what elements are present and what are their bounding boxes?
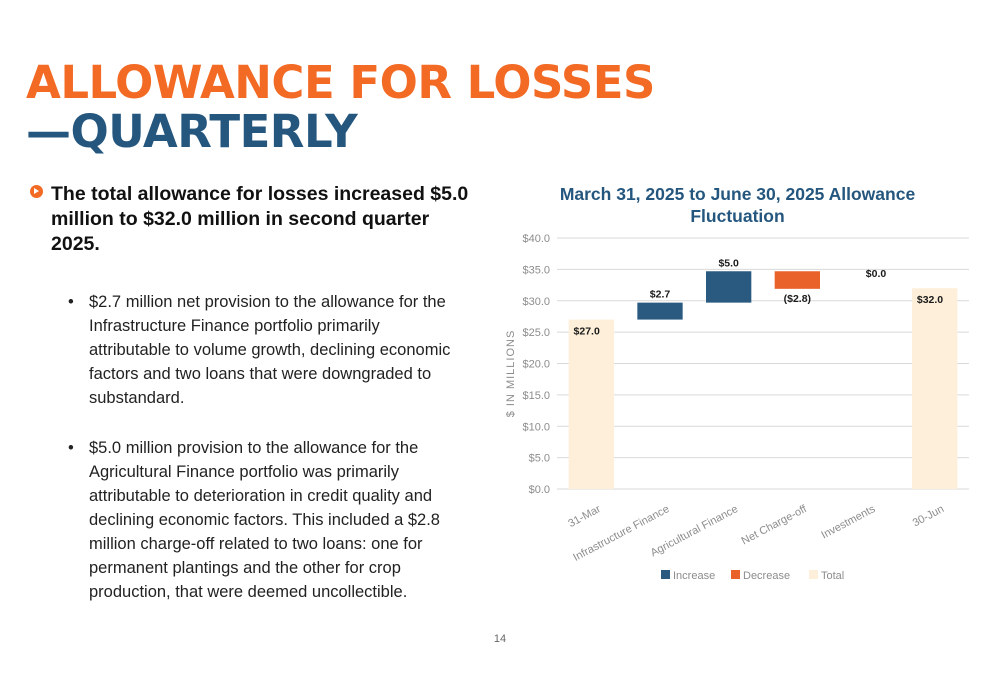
chart-title: March 31, 2025 to June 30, 2025 Allowanc… xyxy=(559,184,916,226)
slide-title: ALLOWANCE FOR LOSSES —QUARTERLY xyxy=(26,58,655,156)
y-tick-label: $35.0 xyxy=(522,264,550,276)
data-label: $5.0 xyxy=(718,257,739,269)
legend-swatch-increase xyxy=(661,570,670,579)
bar-agricultural-finance xyxy=(706,271,752,303)
sub-bullet-agricultural: • $5.0 million provision to the allowanc… xyxy=(68,436,463,604)
legend-swatch-decrease xyxy=(731,570,740,579)
x-tick-label: 31-Mar xyxy=(566,503,603,530)
title-line-2: —QUARTERLY xyxy=(26,105,358,158)
bar-infrastructure-finance xyxy=(637,302,683,320)
data-label: $32.0 xyxy=(917,294,943,306)
legend-label-increase: Increase xyxy=(673,570,715,582)
y-tick-label: $40.0 xyxy=(522,233,550,245)
legend-label-total: Total xyxy=(821,570,844,582)
y-tick-label: $20.0 xyxy=(522,359,550,371)
waterfall-chart: $0.0 $5.0 $10.0 $15.0 $20.0 $25.0 $30.0 $35.0 $4… xyxy=(505,233,969,582)
y-tick-label: $5.0 xyxy=(529,453,550,465)
y-tick-label: $10.0 xyxy=(522,421,550,433)
main-bullet: The total allowance for losses increased… xyxy=(30,182,470,257)
data-label: $27.0 xyxy=(574,326,600,338)
data-label: ($2.8) xyxy=(784,293,811,305)
main-bullet-text: The total allowance for losses increased… xyxy=(51,183,469,255)
legend-label-decrease: Decrease xyxy=(743,570,790,582)
y-axis-title: $ IN MILLIONS xyxy=(505,330,517,418)
bullet-dot: • xyxy=(68,439,74,457)
sub-bullet-text: $5.0 million provision to the allowance … xyxy=(89,439,440,601)
data-label: $0.0 xyxy=(866,268,887,280)
x-tick-label: Net Charge-off xyxy=(740,503,810,548)
bar-31-mar xyxy=(568,319,614,489)
y-tick-label: $30.0 xyxy=(522,296,550,308)
bar-30-jun xyxy=(912,288,958,489)
x-tick-label: Investments xyxy=(819,503,877,542)
legend-swatch-total xyxy=(809,570,818,579)
sub-bullet-text: $2.7 million net provision to the allowa… xyxy=(89,293,451,407)
bar-net-charge-off xyxy=(774,271,820,289)
data-label: $2.7 xyxy=(650,289,671,301)
title-line-1: ALLOWANCE FOR LOSSES xyxy=(26,56,655,109)
bullet-dot: • xyxy=(68,293,74,311)
page-number: 14 xyxy=(493,633,507,645)
x-tick-label: 30-Jun xyxy=(911,503,946,529)
y-tick-label: $15.0 xyxy=(522,390,550,402)
y-tick-label: $0.0 xyxy=(529,484,550,496)
y-tick-label: $25.0 xyxy=(522,327,550,339)
sub-bullet-infrastructure: • $2.7 million net provision to the allo… xyxy=(68,290,463,410)
chevron-right-bullet-icon xyxy=(30,185,43,198)
